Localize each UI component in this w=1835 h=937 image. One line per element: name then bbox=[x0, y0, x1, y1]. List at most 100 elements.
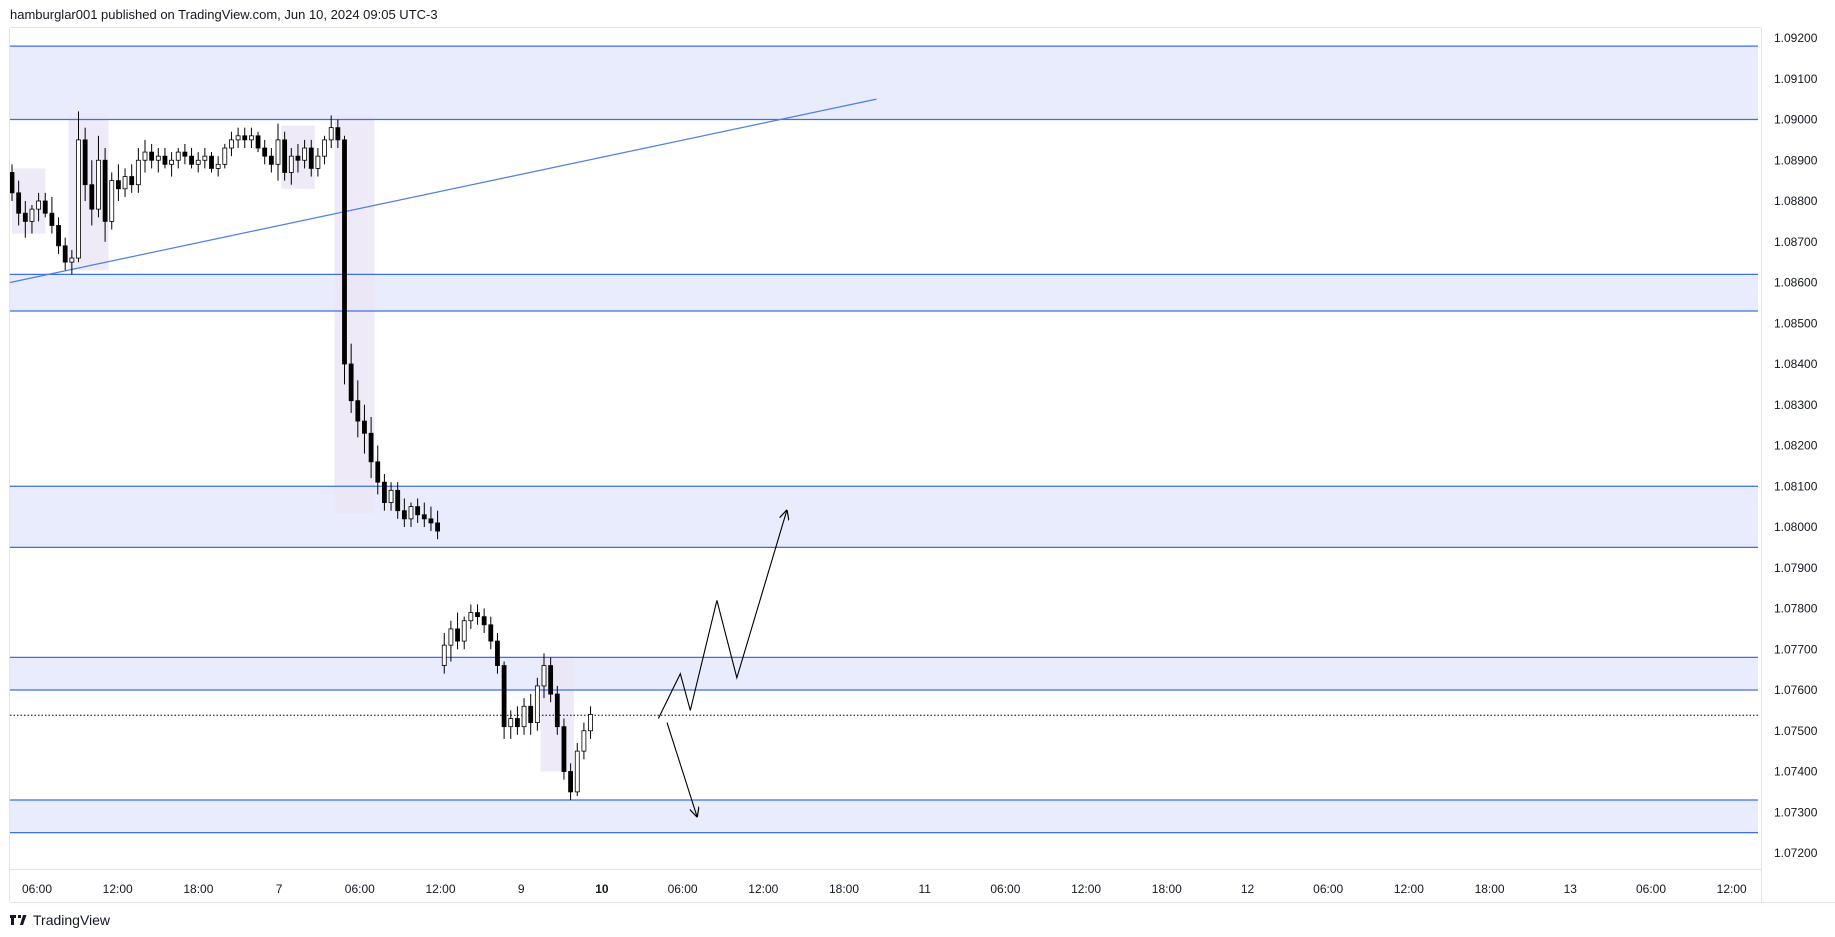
candle bbox=[362, 404, 367, 454]
candle-body bbox=[102, 159, 108, 222]
candle-body bbox=[581, 730, 587, 752]
x-axis-tick-label: 12:00 bbox=[103, 882, 133, 896]
candle bbox=[515, 706, 520, 735]
candle-body bbox=[295, 155, 301, 161]
candle bbox=[295, 143, 301, 173]
candle bbox=[568, 763, 573, 801]
candle-body bbox=[116, 180, 121, 190]
candle-body bbox=[109, 180, 115, 222]
candle-body bbox=[441, 644, 447, 666]
candle bbox=[222, 143, 228, 169]
candle-body bbox=[401, 510, 407, 520]
candle-body bbox=[182, 151, 188, 157]
candle bbox=[242, 127, 248, 149]
candle-body bbox=[36, 200, 41, 210]
candle bbox=[495, 632, 500, 674]
supply-demand-zone[interactable] bbox=[10, 274, 1758, 312]
tradingview-logo[interactable]: TradingView bbox=[10, 912, 110, 928]
x-axis-tick-label: 06:00 bbox=[1636, 882, 1666, 896]
candle bbox=[195, 152, 201, 173]
candle-body bbox=[448, 628, 454, 646]
y-axis-tick-label: 1.09100 bbox=[1774, 72, 1818, 86]
candle-body bbox=[501, 665, 507, 728]
candle bbox=[36, 192, 41, 222]
candle bbox=[468, 604, 474, 629]
candle bbox=[548, 657, 554, 703]
session-highlight-box[interactable] bbox=[334, 115, 375, 513]
candle-body bbox=[76, 139, 81, 259]
candle bbox=[155, 148, 161, 173]
supply-demand-zone[interactable] bbox=[10, 486, 1758, 548]
candle-body bbox=[588, 714, 593, 732]
candle-body bbox=[82, 139, 88, 186]
candle-body bbox=[169, 159, 175, 165]
candle bbox=[129, 164, 135, 193]
candle bbox=[16, 180, 22, 226]
candle-body bbox=[362, 420, 367, 434]
bullish-projection-path[interactable] bbox=[657, 511, 786, 719]
candle-body bbox=[142, 151, 148, 161]
candle bbox=[501, 661, 507, 739]
candle bbox=[428, 506, 434, 532]
candle bbox=[308, 139, 314, 177]
supply-demand-zone[interactable] bbox=[10, 800, 1758, 833]
candle bbox=[56, 217, 61, 254]
x-axis-tick-label: 9 bbox=[518, 882, 525, 896]
candle-body bbox=[96, 159, 101, 210]
x-axis-tick-label: 12:00 bbox=[1071, 882, 1101, 896]
candle bbox=[342, 135, 347, 385]
candle-body bbox=[315, 155, 321, 169]
y-axis-tick-label: 1.07200 bbox=[1774, 846, 1818, 860]
candle bbox=[122, 168, 128, 197]
candle-body bbox=[548, 665, 554, 695]
candle bbox=[149, 143, 155, 169]
candle bbox=[388, 482, 394, 511]
candle-body bbox=[355, 400, 361, 422]
candle-body bbox=[368, 432, 374, 463]
x-axis-tick-label: 10 bbox=[595, 882, 609, 896]
y-axis-tick-label: 1.09000 bbox=[1774, 113, 1818, 127]
candle bbox=[135, 148, 141, 193]
projection-layer[interactable] bbox=[657, 511, 786, 817]
candle bbox=[189, 148, 194, 169]
trend-line[interactable] bbox=[9, 98, 877, 284]
x-axis-tick-label: 06:00 bbox=[990, 882, 1020, 896]
candles-layer bbox=[9, 111, 593, 801]
candle bbox=[461, 616, 467, 650]
candle bbox=[435, 510, 441, 540]
zone-lines-layer bbox=[10, 45, 1758, 834]
candle bbox=[169, 152, 175, 177]
candle bbox=[262, 139, 268, 165]
candle-body bbox=[222, 147, 228, 165]
y-axis-tick-label: 1.08700 bbox=[1774, 235, 1818, 249]
candle bbox=[209, 152, 214, 173]
candle bbox=[475, 604, 480, 625]
candle bbox=[162, 148, 168, 169]
x-axis-tick-label: 12:00 bbox=[748, 882, 778, 896]
trend-line-layer[interactable] bbox=[9, 98, 877, 284]
bearish-projection-arrow[interactable] bbox=[666, 722, 697, 817]
candle-body bbox=[89, 184, 95, 210]
candle-body bbox=[488, 624, 494, 642]
x-axis-tick-label: 18:00 bbox=[183, 882, 213, 896]
y-axis-tick-label: 1.08500 bbox=[1774, 316, 1818, 330]
candle-body bbox=[308, 147, 314, 169]
candle bbox=[62, 237, 68, 271]
candle bbox=[401, 498, 407, 527]
candle bbox=[441, 632, 447, 674]
session-highlight-box[interactable] bbox=[68, 113, 109, 271]
candle bbox=[588, 706, 593, 739]
candle bbox=[395, 482, 401, 519]
publication-header: hamburglar001 published on TradingView.c… bbox=[10, 7, 438, 22]
candle-body bbox=[229, 139, 234, 149]
candle bbox=[581, 722, 587, 760]
candle-body bbox=[202, 155, 208, 161]
candle bbox=[268, 148, 274, 173]
supply-demand-zone[interactable] bbox=[10, 46, 1758, 120]
candle-body bbox=[521, 705, 527, 728]
supply-demand-zone[interactable] bbox=[10, 657, 1758, 690]
candle-body bbox=[328, 127, 334, 141]
candle bbox=[448, 620, 454, 662]
candle bbox=[202, 148, 208, 169]
